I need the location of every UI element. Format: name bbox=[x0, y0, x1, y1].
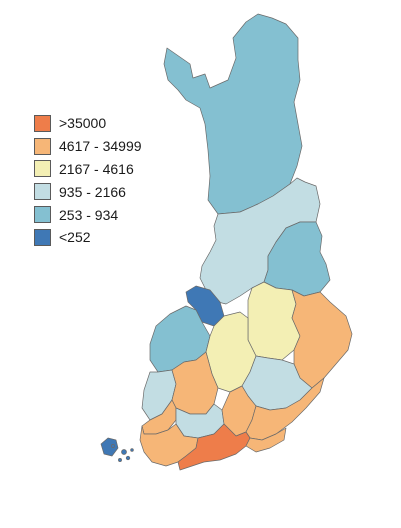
region-kymenlaakso bbox=[245, 427, 287, 453]
legend-item: >35000 bbox=[34, 112, 142, 135]
legend-swatch bbox=[34, 160, 51, 178]
aland-islet bbox=[111, 444, 115, 448]
legend-item: <252 bbox=[34, 226, 142, 249]
legend-swatch bbox=[34, 206, 51, 224]
legend-item: 2167 - 4616 bbox=[34, 158, 142, 181]
map-legend: >35000 4617 - 34999 2167 - 4616 935 - 2166 2… bbox=[34, 112, 142, 249]
legend-item: 4617 - 34999 bbox=[34, 135, 142, 158]
region-north-karelia bbox=[291, 289, 353, 389]
legend-swatch bbox=[34, 183, 51, 201]
legend-swatch bbox=[34, 114, 51, 132]
aland-islet bbox=[125, 455, 131, 461]
legend-item: 253 - 934 bbox=[34, 203, 142, 226]
legend-swatch bbox=[34, 228, 51, 246]
legend-label: 2167 - 4616 bbox=[59, 160, 134, 177]
legend-label: 4617 - 34999 bbox=[59, 138, 142, 155]
legend-label: 253 - 934 bbox=[59, 206, 119, 223]
legend-label: 935 - 2166 bbox=[59, 183, 126, 200]
region-north-savo bbox=[247, 281, 301, 361]
region-lapland bbox=[163, 13, 303, 215]
legend-item: 935 - 2166 bbox=[34, 180, 142, 203]
legend-label: <252 bbox=[59, 229, 91, 246]
legend-swatch bbox=[34, 137, 51, 155]
region-aland bbox=[100, 437, 119, 457]
aland-islet bbox=[130, 448, 134, 452]
region-uusimaa bbox=[177, 423, 251, 471]
legend-label: >35000 bbox=[59, 115, 107, 132]
aland-islet bbox=[121, 449, 127, 455]
aland-islet bbox=[118, 458, 122, 462]
